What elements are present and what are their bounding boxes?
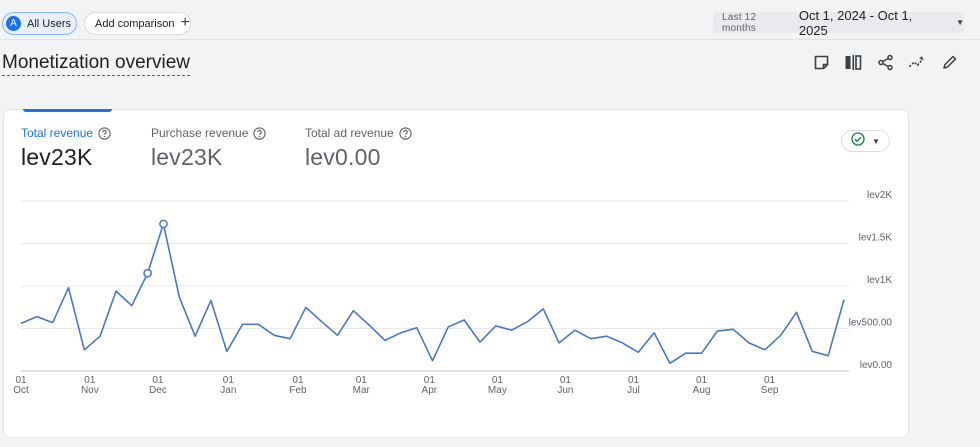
x-tick-day: 01 bbox=[152, 375, 164, 386]
metric-total-ad-revenue[interactable]: Total ad revenue lev0.00 bbox=[305, 126, 412, 171]
header-divider bbox=[0, 39, 980, 40]
x-tick-month: Jun bbox=[557, 385, 573, 396]
metric-label: Purchase revenue bbox=[151, 126, 249, 140]
help-icon[interactable] bbox=[399, 126, 412, 140]
plus-icon: + bbox=[180, 14, 190, 31]
help-icon[interactable] bbox=[98, 126, 111, 140]
y-tick-label: lev2K bbox=[867, 190, 892, 201]
x-tick-month: Sep bbox=[761, 385, 779, 396]
x-tick-day: 01 bbox=[560, 375, 572, 386]
metric-label: Total revenue bbox=[21, 126, 94, 140]
x-tick-month: Dec bbox=[149, 385, 167, 396]
add-comparison-button[interactable]: Add comparison + bbox=[84, 12, 191, 35]
metric-value: lev23K bbox=[151, 144, 223, 170]
help-icon[interactable] bbox=[253, 126, 267, 140]
x-tick-day: 01 bbox=[292, 375, 304, 386]
x-tick-day: 01 bbox=[764, 375, 776, 386]
data-point-marker bbox=[159, 219, 168, 229]
y-tick-label: lev1.5K bbox=[859, 233, 893, 244]
x-tick-day: 01 bbox=[492, 375, 504, 386]
y-tick-label: lev500.00 bbox=[849, 318, 893, 329]
segment-chip-all-users[interactable]: A All Users bbox=[2, 12, 77, 35]
series-line bbox=[20, 223, 845, 365]
page-title[interactable]: Monetization overview bbox=[2, 52, 190, 76]
date-range-picker[interactable]: Last 12 months Oct 1, 2024 - Oct 1, 2025… bbox=[713, 8, 964, 38]
revenue-chart: lev0.00 lev500.00 lev1K lev1.5K lev2K 01 Oct 01… bbox=[4, 110, 910, 439]
x-tick-month: May bbox=[488, 385, 507, 396]
check-circle-icon bbox=[851, 131, 865, 151]
x-tick-month: Nov bbox=[81, 385, 99, 396]
data-point-marker bbox=[143, 268, 152, 278]
metric-purchase-revenue[interactable]: Purchase revenue lev23K bbox=[151, 126, 267, 171]
share-icon[interactable] bbox=[876, 53, 894, 71]
y-tick-label: lev0.00 bbox=[860, 360, 893, 371]
chevron-down-icon: ▼ bbox=[872, 136, 880, 146]
metric-label: Total ad revenue bbox=[305, 126, 394, 140]
top-bar: A All Users Add comparison + Last 12 mon… bbox=[0, 0, 980, 44]
x-tick-day: 01 bbox=[628, 375, 640, 386]
add-comparison-label: Add comparison bbox=[95, 17, 175, 30]
chevron-down-icon: ▼ bbox=[956, 18, 964, 27]
x-tick-day: 01 bbox=[424, 375, 436, 386]
report-toolbar bbox=[812, 53, 958, 71]
date-range-prefix: Last 12 months bbox=[722, 11, 757, 34]
metric-value: lev0.00 bbox=[305, 144, 381, 170]
x-tick-month: Apr bbox=[422, 385, 438, 396]
edit-icon[interactable] bbox=[940, 53, 958, 71]
x-tick-month: Jul bbox=[627, 385, 640, 396]
x-tick-month: Jan bbox=[220, 385, 236, 396]
note-icon[interactable] bbox=[812, 53, 830, 71]
x-tick-day: 01 bbox=[223, 375, 235, 386]
date-range-value: Oct 1, 2024 - Oct 1, 2025 bbox=[798, 7, 913, 38]
x-tick-day: 01 bbox=[84, 375, 96, 386]
data-quality-dropdown[interactable]: ▼ bbox=[841, 130, 890, 152]
x-tick-day: 01 bbox=[356, 375, 368, 386]
y-tick-label: lev1K bbox=[867, 275, 892, 286]
revenue-line-chart: lev0.00lev500.00lev1Klev1.5Klev2K01Oct01… bbox=[13, 190, 893, 396]
x-tick-month: Oct bbox=[13, 385, 29, 396]
active-card-tab bbox=[23, 109, 112, 112]
metric-value: lev23K bbox=[21, 144, 93, 170]
insights-icon[interactable] bbox=[908, 53, 926, 71]
metric-total-revenue[interactable]: Total revenue lev23K bbox=[21, 126, 111, 171]
x-tick-month: Aug bbox=[693, 385, 711, 396]
segment-avatar: A bbox=[6, 16, 21, 31]
x-tick-month: Feb bbox=[289, 385, 307, 396]
segment-label: All Users bbox=[27, 17, 72, 30]
monetization-card: Total revenue lev23K Purchase revenue le… bbox=[3, 109, 909, 438]
compare-columns-icon[interactable] bbox=[844, 53, 862, 71]
x-tick-day: 01 bbox=[696, 375, 708, 386]
x-tick-day: 01 bbox=[15, 375, 27, 386]
x-tick-month: Mar bbox=[353, 385, 371, 396]
